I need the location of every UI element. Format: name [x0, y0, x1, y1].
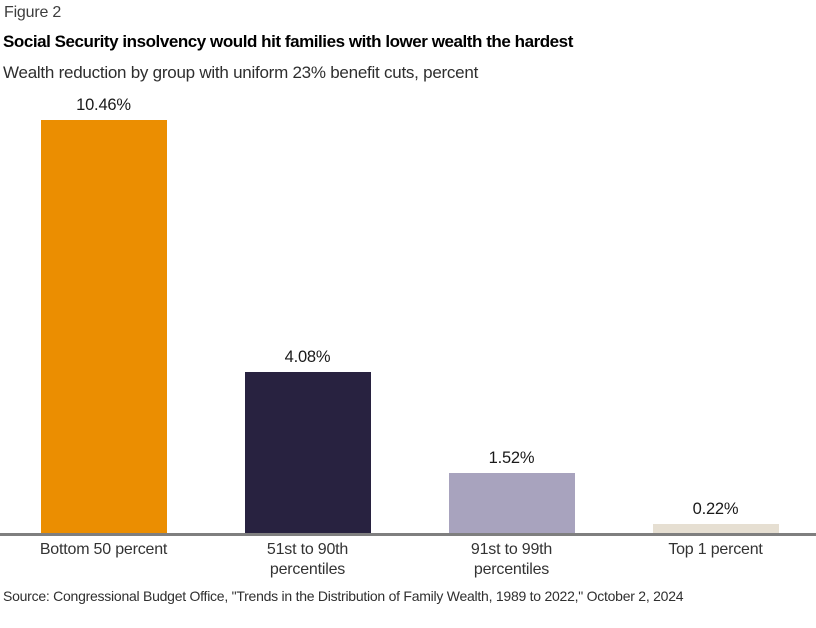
chart-subtitle: Wealth reduction by group with uniform 2… [3, 63, 479, 82]
bar-91st-to-99th-percentiles [448, 473, 575, 533]
bar-51st-to-90th-percentiles [244, 372, 371, 533]
chart-title: Social Security insolvency would hit fam… [3, 32, 573, 51]
bar-value-label-bottom-50-percent: 10.46% [76, 96, 131, 114]
x-axis-tick-bottom-50-percent: Bottom 50 percent [39, 541, 168, 558]
bar-bottom-50-percent [40, 120, 167, 533]
x-axis-line [0, 533, 816, 536]
bar-value-label-51st-to-90th-percentiles: 4.08% [284, 348, 331, 366]
bar-value-label-91st-to-99th-percentiles: 1.52% [488, 449, 535, 467]
x-axis-tick-91st-to-99th-percentiles: 91st to 99th percentiles [470, 541, 553, 578]
x-axis-tick-51st-to-90th-percentiles: 51st to 90th percentiles [266, 541, 349, 578]
bar-value-label-top-1-percent: 0.22% [692, 500, 739, 518]
x-axis-tick-top-1-percent: Top 1 percent [668, 541, 763, 558]
bar-top-1-percent [652, 524, 779, 533]
figure-label: Figure 2 [4, 4, 62, 21]
source-note: Source: Congressional Budget Office, "Tr… [3, 588, 684, 604]
